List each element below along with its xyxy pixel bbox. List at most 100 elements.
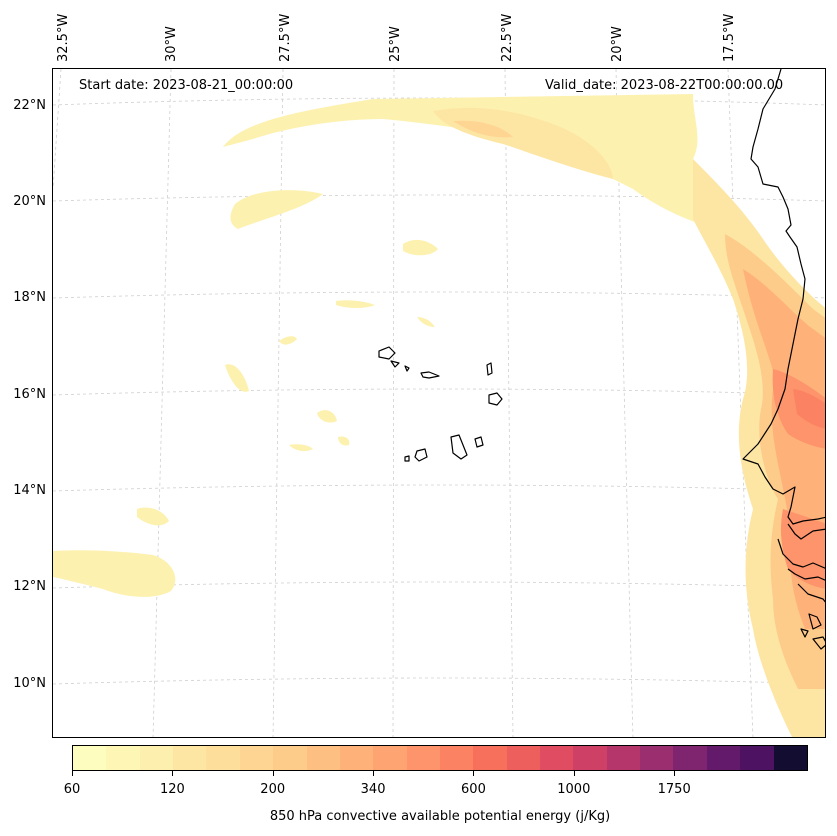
colorbar-segment-2 [139, 746, 174, 770]
lon-label-27.5w: 27.5°W [278, 13, 293, 62]
cape-patch-1 [403, 239, 438, 256]
gridline-lat-22n [53, 97, 825, 106]
gridline-lat-20n [53, 194, 825, 202]
cape-patch-4 [279, 336, 297, 345]
island-sao-vicente [390, 360, 400, 368]
valid-date-label: Valid_date: 2023-08-22T00:00:00.00 [545, 78, 784, 93]
coastline-gambia [787, 523, 825, 540]
cape-contour-west-strip [230, 190, 323, 229]
island-santiago [450, 434, 468, 460]
lon-label-32.5w: 32.5°W [56, 13, 71, 62]
coastline-bijagos [800, 613, 825, 650]
island-boa-vista [488, 392, 503, 406]
colorbar-segment-13 [506, 746, 541, 770]
colorbar-segment-15 [573, 746, 607, 770]
map-panel[interactable] [52, 68, 826, 738]
colorbar-tick [573, 771, 575, 776]
lat-label-22n: 22°N [13, 98, 46, 113]
lat-label-20n: 20°N [13, 194, 46, 209]
start-date-label: Start date: 2023-08-21_00:00:00 [79, 78, 294, 93]
gridline-lon-22.5w [504, 69, 514, 737]
colorbar-tick-label: 120 [159, 782, 185, 797]
colorbar-tick [72, 771, 73, 776]
cape-patch-7 [338, 436, 350, 446]
gridline-lat-16n [53, 388, 825, 396]
lat-label-18n: 18°N [13, 290, 46, 305]
colorbar-tick [172, 771, 174, 776]
colorbar-segment-8 [339, 746, 374, 770]
colorbar-segment-20 [740, 746, 774, 770]
colorbar-segment-7 [306, 746, 340, 770]
lon-label-20w: 20°W [610, 26, 625, 62]
colorbar-segment-6 [273, 746, 307, 770]
colorbar [72, 745, 808, 771]
colorbar-segment-17 [640, 746, 674, 770]
gridline-lon-25w [392, 69, 395, 737]
cape-patch-5 [225, 364, 249, 392]
colorbar-segment-9 [373, 746, 407, 770]
colorbar-tick [272, 771, 274, 776]
colorbar-tick-label: 200 [260, 782, 286, 797]
lat-label-16n: 16°N [13, 387, 46, 402]
cape-patch-9 [137, 507, 169, 526]
gridline-lon-27.5w [272, 69, 284, 737]
island-fogo [414, 448, 428, 462]
lon-label-22.5w: 22.5°W [500, 13, 515, 62]
colorbar-segment-11 [439, 746, 474, 770]
lon-label-17.5w: 17.5°W [722, 13, 737, 62]
gridline-lat-18n [53, 291, 825, 299]
lat-label-10n: 10°N [13, 676, 46, 691]
island-maio [474, 436, 484, 448]
lon-label-30w: 30°W [164, 26, 179, 62]
colorbar-tick [674, 771, 676, 776]
colorbar-tick [473, 771, 475, 776]
colorbar-segment-12 [473, 746, 507, 770]
colorbar-segment-18 [673, 746, 707, 770]
island-santo-antao [378, 346, 396, 360]
lat-label-14n: 14°N [13, 483, 46, 498]
colorbar-segment-4 [206, 746, 240, 770]
cape-patch-3 [417, 317, 435, 327]
coastline-guinea-bissau [777, 538, 825, 603]
cape-patch-southwest [53, 550, 176, 597]
colorbar-segment-19 [706, 746, 741, 770]
lat-label-12n: 12°N [13, 579, 46, 594]
cape-contours [53, 94, 825, 737]
gridline-lon-30w [152, 69, 172, 737]
cape-patch-6 [317, 410, 337, 423]
gridline-lat-14n [53, 484, 825, 492]
gridline-lon-20w [615, 69, 634, 737]
colorbar-tick-label: 60 [63, 782, 81, 797]
colorbar-segment-10 [406, 746, 440, 770]
cape-patch-8 [289, 444, 313, 452]
cape-contour-north-band [223, 94, 753, 232]
colorbar-segment-21 [773, 746, 807, 770]
colorbar-segment-0 [73, 746, 107, 770]
colorbar-tick-label: 1000 [557, 782, 591, 797]
cape-contour-coast-peak [793, 389, 825, 429]
colorbar-tick-label: 600 [461, 782, 486, 797]
colorbar-segment-14 [540, 746, 574, 770]
gridline-lat-10n [53, 677, 825, 685]
lon-label-25w: 25°W [388, 26, 403, 62]
map-canvas [53, 69, 825, 737]
island-santa-luzia [404, 365, 410, 372]
colorbar-segment-5 [239, 746, 274, 770]
colorbar-tick-label: 1750 [657, 782, 691, 797]
gridline-lon-32.5w [53, 69, 62, 190]
island-sao-nicolau [420, 371, 440, 379]
island-sal [486, 362, 493, 376]
colorbar-segment-16 [606, 746, 641, 770]
colorbar-segment-3 [173, 746, 207, 770]
colorbar-title: 850 hPa convective available potential e… [269, 809, 611, 824]
coastlines [378, 69, 825, 650]
cape-patch-2 [336, 300, 375, 308]
cape-contour-north-core [453, 120, 513, 138]
coastline-west-africa [742, 69, 825, 525]
gridline-lon-17.5w [727, 69, 754, 737]
colorbar-tick [373, 771, 375, 776]
island-brava [404, 455, 410, 462]
gridlines [53, 69, 825, 737]
colorbar-segment-1 [106, 746, 140, 770]
colorbar-tick-label: 340 [360, 782, 386, 797]
